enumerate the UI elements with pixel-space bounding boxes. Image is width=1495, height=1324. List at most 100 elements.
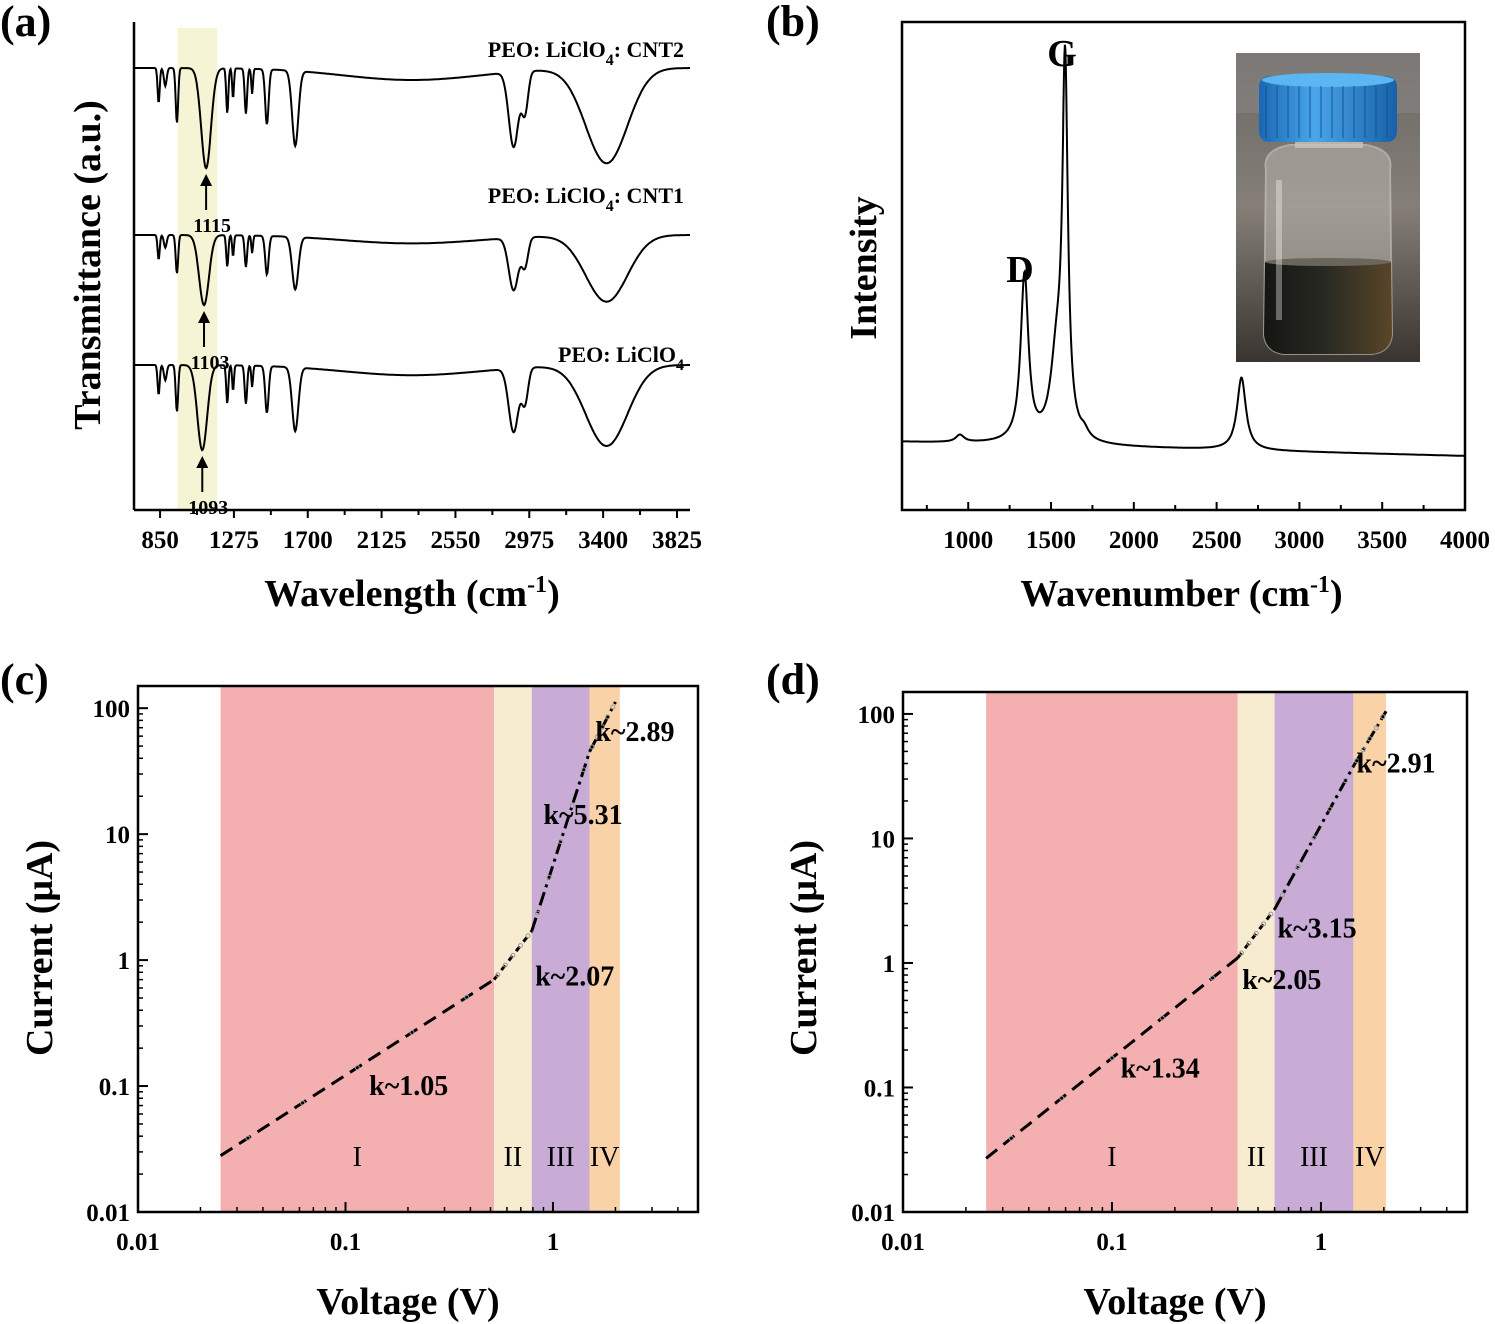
fit-segment-4: [588, 701, 617, 753]
data-point: [581, 767, 587, 773]
data-point: [610, 704, 616, 710]
panel-label-d: (d): [766, 655, 820, 704]
data-point: [1380, 714, 1386, 720]
fit-segment-1: [985, 956, 1239, 1160]
slope-label-2: k~2.07: [535, 961, 614, 992]
data-point: [409, 1029, 415, 1035]
region-3: [531, 686, 590, 1212]
y-axis-title-a: Transmittance (a.u.): [67, 100, 109, 430]
data-point: [535, 910, 541, 916]
region-label-4: IV: [590, 1142, 620, 1173]
series-label-a: PEO: LiClO4: CNT2: [488, 37, 684, 69]
data-point: [1343, 778, 1349, 784]
region-1: [986, 692, 1238, 1212]
data-point: [1311, 835, 1317, 841]
data-point: [300, 1100, 306, 1106]
region-2: [1237, 692, 1275, 1212]
x-tick-label-a: 2550: [430, 527, 480, 554]
data-point: [1210, 975, 1216, 981]
panel-d: (d)I II III IV0.01 0.1 10.010.1110100Voltage …: [766, 655, 1469, 1323]
data-point: [245, 1135, 251, 1141]
slope-label-1: k~1.34: [1121, 1054, 1200, 1085]
data-point: [599, 724, 605, 730]
x-tick-label-d: 0.01: [881, 1229, 925, 1256]
y-tick-label-c: 1: [118, 948, 131, 975]
data-point: [589, 744, 595, 750]
data-point: [1327, 806, 1333, 812]
x-axis-title-d: Voltage (V): [1083, 1281, 1266, 1323]
data-point: [1109, 1055, 1115, 1061]
x-tick-label-a: 3400: [578, 527, 628, 554]
x-tick-label-b: 2000: [1109, 527, 1159, 554]
peak-label-d: D: [1006, 249, 1033, 291]
slope-label-4: k~2.91: [1357, 748, 1436, 779]
y-axis-title-c: Current (μA): [19, 840, 61, 1056]
x-tick-label-a: 3825: [652, 527, 702, 554]
data-point: [1059, 1095, 1065, 1101]
peak-arrowhead: [198, 311, 211, 323]
data-point: [517, 943, 523, 949]
series-line-a: [134, 233, 690, 307]
series-label-a: PEO: LiClO4: [558, 342, 684, 374]
panel-a: (a) 850 1275 1700 2125 2550 2975 3400 3825 Wavele…: [0, 0, 702, 615]
data-point: [1354, 758, 1360, 764]
panel-c: (c)I II III IV0.01 0.1 10.010.1110100Voltage …: [0, 655, 700, 1323]
slope-label-1: k~1.05: [369, 1071, 448, 1102]
x-tick-label-c: 0.01: [116, 1229, 160, 1256]
data-point: [1159, 1015, 1165, 1021]
x-tick-label-b: 3000: [1274, 527, 1324, 554]
slope-label-3: k~3.15: [1278, 914, 1357, 945]
data-point: [464, 994, 470, 1000]
data-point: [1295, 863, 1301, 869]
series-label-a: PEO: LiClO4: CNT1: [488, 183, 684, 215]
data-point: [558, 838, 564, 844]
x-tick-label-c: 0.1: [330, 1229, 361, 1256]
y-axis-title-b: Intensity: [843, 196, 885, 340]
x-tick-label-b: 1500: [1026, 527, 1076, 554]
fit-segment-2: [1236, 908, 1276, 959]
plot-frame-c: [136, 684, 700, 1214]
data-point: [546, 874, 552, 880]
region-label-1: I: [353, 1142, 362, 1173]
data-point: [354, 1065, 360, 1071]
x-tick-label-b: 2500: [1192, 527, 1242, 554]
fit-segment-4: [1352, 710, 1388, 768]
region-label-3: III: [547, 1142, 575, 1173]
y-tick-label-d: 0.1: [864, 1075, 895, 1102]
data-point: [502, 962, 508, 968]
peak-label-g: G: [1047, 33, 1077, 75]
x-tick-label-b: 4000: [1440, 527, 1490, 554]
region-label-1: I: [1107, 1142, 1116, 1173]
fit-segment-3: [1273, 765, 1355, 910]
liquid-surface: [1265, 258, 1391, 266]
data-point: [525, 933, 531, 939]
data-point: [1279, 892, 1285, 898]
slope-label-2: k~2.05: [1242, 965, 1321, 996]
data-point: [1367, 736, 1373, 742]
region-label-3: III: [1300, 1142, 1328, 1173]
raman-spectrum-line: [902, 44, 1465, 457]
x-tick-label-a: 2975: [504, 527, 554, 554]
series-line-a: [134, 66, 690, 170]
inset-photo-vial: [1236, 53, 1420, 362]
plot-frame-b: [900, 20, 1467, 512]
y-tick-label-d: 0.01: [851, 1200, 895, 1227]
peak-label-a: 1115: [193, 215, 231, 237]
x-axis-title-a: Wavelength (cm-1): [264, 572, 559, 615]
data-point: [569, 803, 575, 809]
y-tick-label-c: 10: [105, 822, 130, 849]
glass-highlight: [1276, 180, 1282, 320]
data-point: [495, 972, 501, 978]
panel-label-c: (c): [0, 655, 49, 704]
data-point: [1268, 911, 1274, 917]
panel-b: (b) 1000 1500 2000 2500 3000 3500 4000 Wavenumbe…: [766, 0, 1490, 615]
slope-label-3: k~5.31: [543, 800, 622, 831]
cap-top: [1262, 73, 1394, 87]
region-label-4: IV: [1355, 1142, 1385, 1173]
y-tick-label-c: 0.1: [99, 1074, 130, 1101]
x-axis-title-c: Voltage (V): [316, 1281, 499, 1323]
data-point: [1246, 940, 1252, 946]
x-tick-label-b: 3500: [1357, 527, 1407, 554]
region-4: [589, 686, 620, 1212]
